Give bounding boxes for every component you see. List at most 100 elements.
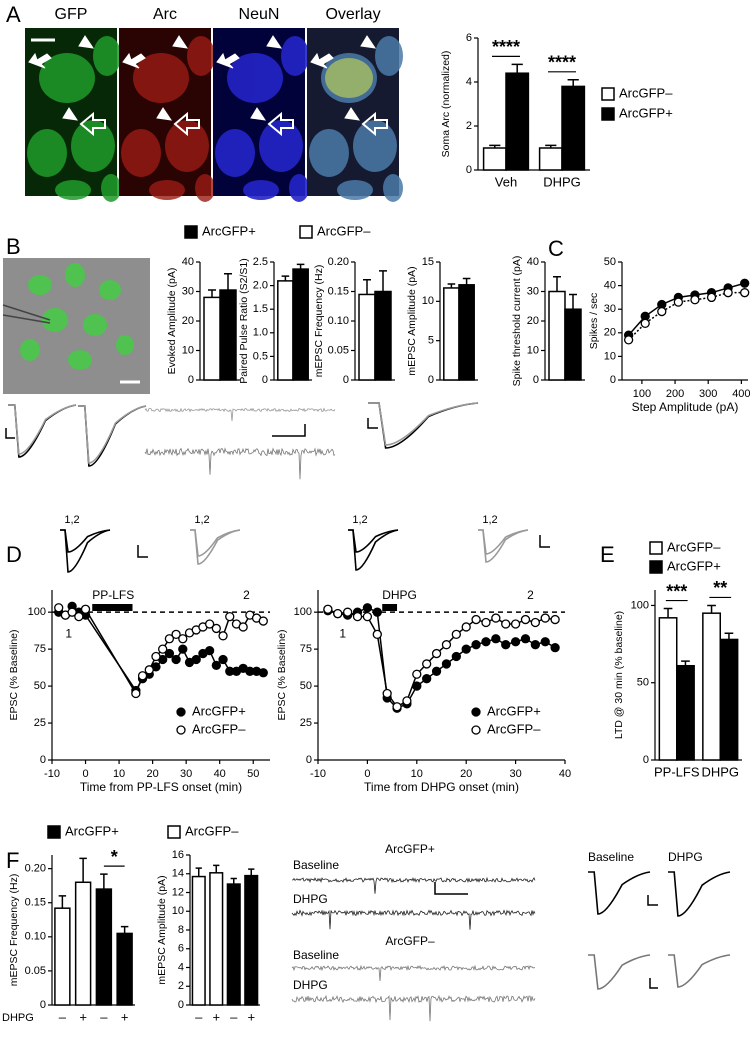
y-tick-label: 0.10	[328, 315, 349, 327]
data-point	[74, 611, 84, 622]
trace	[668, 871, 731, 917]
error-bar	[58, 895, 67, 909]
legend-label: ArcGFP+	[202, 223, 256, 238]
bar	[116, 932, 133, 1006]
data-point	[372, 607, 382, 617]
x-tick-label: 30	[509, 768, 521, 780]
x-tick-label: 10	[411, 768, 423, 780]
x-tick-label: -10	[44, 768, 60, 780]
y-tick-label: 40	[182, 256, 194, 268]
y-tick-label: 2	[178, 980, 184, 992]
bar	[443, 287, 460, 381]
data-point	[623, 335, 634, 345]
panel-letter: F	[6, 848, 19, 873]
bar	[74, 881, 92, 1006]
bar	[676, 664, 695, 761]
y-tick-label: 10	[182, 344, 194, 356]
y-tick-label: 2	[466, 120, 472, 132]
data-point	[258, 668, 268, 678]
series-line	[327, 606, 556, 710]
y-tick-label: 16	[172, 849, 184, 861]
data-point	[540, 637, 550, 647]
error-bar	[100, 873, 108, 890]
y-tick-label: 0.10	[25, 931, 46, 943]
y-tick-label: 15	[422, 256, 434, 268]
panel-letter: B	[6, 234, 21, 259]
y-tick-label: 0.15	[25, 897, 46, 909]
y-tick-label: 0.05	[25, 965, 46, 977]
x-tick-label: -10	[310, 768, 326, 780]
data-point	[352, 611, 363, 622]
y-tick-label: 2.5	[253, 256, 268, 268]
significance-label: ****	[548, 53, 576, 73]
y-tick-label: 0.15	[328, 285, 349, 297]
y-axis-label: EPSC (% Baseline)	[276, 629, 288, 720]
x-tick-label: 40	[214, 768, 226, 780]
significance-label: ****	[492, 37, 520, 57]
trace	[478, 529, 529, 563]
y-tick-label: 14	[172, 868, 184, 880]
y-axis-label: mEPSC Frequency (Hz)	[313, 265, 325, 378]
trace-group-label: ArcGFP–	[385, 934, 435, 948]
x-axis-label: Time from PP-LFS onset (min)	[80, 780, 242, 794]
error-bar	[296, 263, 305, 270]
y-tick-label: 25	[34, 717, 46, 729]
error-bar	[363, 278, 371, 295]
x-tick-label: +	[212, 1009, 220, 1024]
y-tick-label: 1.5	[253, 303, 268, 315]
legend-label: ArcGFP+	[619, 105, 673, 120]
data-point	[640, 318, 650, 329]
data-point	[740, 278, 750, 288]
x-tick-label: 200	[666, 388, 684, 400]
x-tick-label: 30	[180, 768, 192, 780]
y-tick-label: 2.0	[253, 280, 268, 292]
error-bar	[707, 604, 716, 614]
data-point	[80, 604, 91, 614]
y-tick-label: 0	[428, 374, 434, 386]
trace	[588, 954, 651, 990]
x-tick-label: –	[59, 1009, 67, 1024]
bar	[358, 293, 376, 381]
trace-condition: DHPG	[293, 978, 328, 992]
stimulus-bar	[92, 604, 133, 611]
data-point	[510, 637, 521, 647]
y-axis-label: Spike threshold current (pA)	[511, 256, 523, 387]
trace	[588, 871, 651, 915]
data-point	[191, 654, 201, 665]
data-point	[372, 629, 382, 639]
legend-label: ArcGFP–	[317, 223, 371, 238]
y-tick-label: 0	[533, 374, 539, 386]
y-tick-label: 50	[300, 680, 312, 692]
significance-label: **	[713, 578, 727, 598]
micrograph-overlay	[307, 28, 403, 202]
y-tick-label: 4	[466, 76, 472, 88]
data-point	[54, 603, 64, 613]
data-point	[342, 607, 353, 617]
trace-condition: Baseline	[293, 858, 339, 872]
data-point	[204, 645, 215, 656]
trace-label: 1,2	[352, 514, 367, 526]
image-label: GFP	[55, 6, 88, 23]
legend-swatch	[167, 825, 181, 839]
trace	[60, 529, 111, 553]
bar	[95, 888, 113, 1006]
bar	[702, 612, 721, 761]
legend-label: ArcGFP+	[65, 823, 119, 838]
legend-label: ArcGFP–	[667, 539, 721, 554]
bar	[482, 147, 507, 171]
y-tick-label: 0.20	[328, 256, 349, 268]
y-tick-label: 0	[466, 164, 472, 176]
data-point	[451, 629, 461, 639]
data-point	[461, 644, 471, 654]
trace	[60, 529, 111, 573]
data-point	[471, 640, 481, 650]
legend-label: ArcGFP–	[619, 85, 673, 100]
annotation: 2	[527, 588, 534, 602]
data-point	[723, 288, 733, 298]
bar	[719, 638, 739, 761]
data-point	[158, 644, 168, 654]
trace-label: 1,2	[482, 514, 497, 526]
y-axis-label: Paired Pulse Ratio (S2/S1)	[238, 258, 250, 383]
